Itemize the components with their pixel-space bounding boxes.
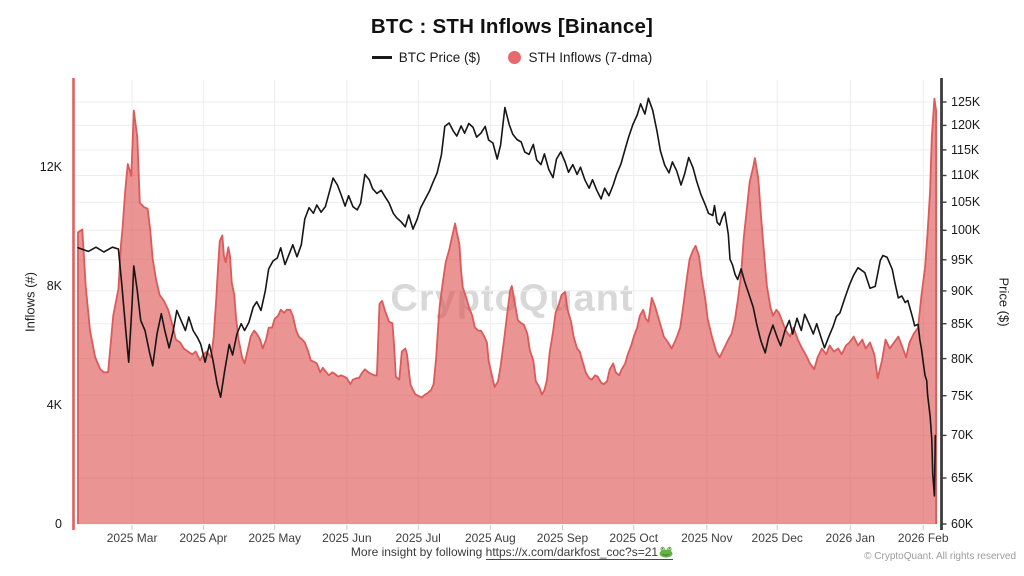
- chart-legend: BTC Price ($) STH Inflows (7-dma): [0, 50, 1024, 65]
- btc-price-line: [77, 97, 937, 497]
- legend-label: BTC Price ($): [398, 50, 481, 65]
- sth-inflows-area: [78, 98, 937, 524]
- copyright-text: © CryptoQuant. All rights reserved: [864, 551, 1016, 562]
- footer-link[interactable]: https://x.com/darkfost_coc?s=21: [485, 545, 674, 560]
- legend-label: STH Inflows (7-dma): [528, 50, 653, 65]
- line-marker-icon: [371, 56, 392, 59]
- footer-note: More insight by following https://x.com/…: [0, 545, 1024, 560]
- legend-item-sth-inflows: STH Inflows (7-dma): [508, 50, 652, 65]
- footer-link-text[interactable]: https://x.com/darkfost_coc?s=21: [485, 545, 659, 559]
- frog-emoji-icon: [659, 546, 673, 558]
- sth-inflows-outline: [77, 97, 937, 524]
- page-title: BTC : STH Inflows [Binance]: [370, 15, 654, 38]
- legend-item-btc-price: BTC Price ($): [371, 50, 481, 65]
- footer-note-prefix: More insight by following: [350, 545, 486, 559]
- dot-marker-icon: [508, 51, 522, 64]
